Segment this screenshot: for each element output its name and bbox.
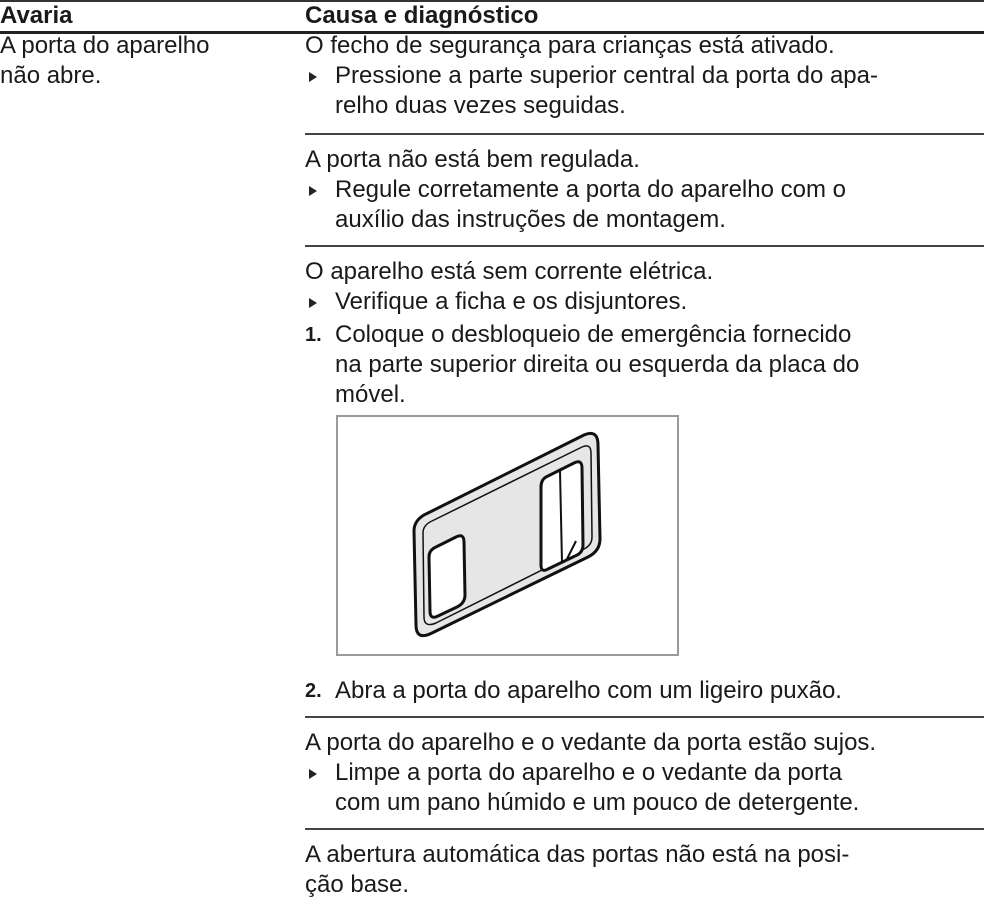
header-cell: Avaria [0, 2, 73, 29]
step: 1. Coloque o desbloqueio de emergência fo… [305, 320, 984, 410]
cause-block: A abertura automática das portas não est… [305, 828, 984, 910]
cause-block: O aparelho está sem corrente elétrica. Ve… [305, 245, 984, 716]
action: Regule corretamente a porta do aparelho … [305, 175, 984, 235]
step-text: Abra a porta do aparelho com um ligeiro … [335, 677, 842, 704]
action: Pressione a parte superior central da po… [305, 61, 984, 121]
causes-cell: O fecho de segurança para crianças está … [305, 31, 984, 910]
cause-block: A porta não está bem regulada. Regule cor… [305, 133, 984, 245]
action: Verifique a ficha e os disjuntores. [305, 287, 984, 317]
step-text: Coloque o desbloqueio de emergência forn… [335, 321, 860, 408]
step: 2. Abra a porta do aparelho com um ligeir… [305, 676, 984, 706]
cause-text: O fecho de segurança para crianças está … [305, 32, 835, 59]
cause-block: O fecho de segurança para crianças está … [305, 31, 984, 133]
fault-cell: A porta do aparelho não abre. [0, 32, 210, 89]
cause-text: A porta do aparelho e o vedante da porta… [305, 729, 877, 756]
illustration [336, 415, 679, 656]
figure [336, 415, 679, 656]
action: Limpe a porta do aparelho e o vedante da… [305, 758, 984, 818]
table-header: Avaria Causa e diagnóstico [0, 0, 984, 34]
cause-block: A porta do aparelho e o vedante da porta… [305, 716, 984, 828]
step-number: 1. [305, 324, 322, 346]
header-cell: Causa e diagnóstico [305, 2, 539, 29]
cause-text: O aparelho está sem corrente elétrica. [305, 258, 714, 285]
step-number: 2. [305, 680, 322, 702]
cause-text: A abertura automática das portas não est… [305, 841, 850, 898]
cause-text: A porta não está bem regulada. [305, 146, 640, 173]
